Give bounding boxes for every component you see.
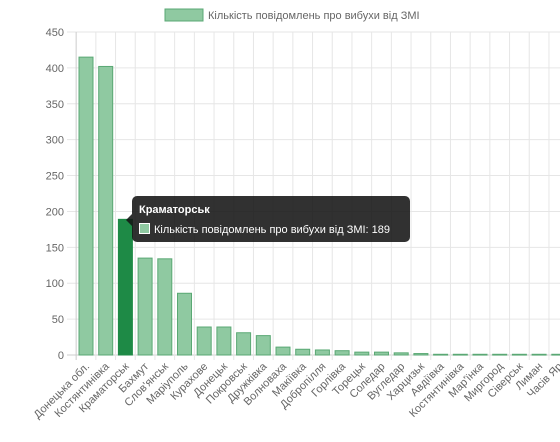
bar[interactable]	[78, 56, 94, 356]
bar[interactable]	[236, 332, 252, 356]
bar[interactable]	[255, 335, 271, 356]
bar[interactable]	[137, 257, 153, 356]
bar[interactable]	[452, 353, 468, 356]
tooltip-box	[132, 196, 410, 242]
bar[interactable]	[98, 65, 114, 356]
bar[interactable]	[157, 258, 173, 356]
y-tick-label: 0	[58, 350, 64, 362]
bar[interactable]	[413, 353, 429, 356]
bar[interactable]	[374, 351, 389, 356]
y-tick-label: 250	[46, 171, 64, 183]
y-tick-label: 50	[52, 314, 64, 326]
bar[interactable]	[295, 348, 311, 356]
y-tick-label: 300	[46, 135, 64, 147]
bar[interactable]	[472, 353, 488, 356]
tooltip: Краматорськ Кількість повідомлень про ви…	[126, 196, 410, 242]
tooltip-body: Кількість повідомлень про вибухи від ЗМІ…	[154, 224, 390, 236]
y-tick-label: 150	[46, 242, 64, 254]
y-tick-label: 400	[46, 63, 64, 75]
legend[interactable]: Кількість повідомлень про вибухи від ЗМІ	[164, 8, 420, 22]
legend-label[interactable]: Кількість повідомлень про вибухи від ЗМІ	[208, 10, 420, 22]
bar[interactable]	[492, 353, 508, 356]
bar[interactable]	[393, 352, 409, 356]
bar[interactable]	[531, 353, 547, 356]
bar[interactable]	[196, 326, 212, 356]
y-tick-label: 450	[46, 27, 64, 39]
bar[interactable]	[275, 346, 291, 356]
tooltip-caret	[126, 214, 132, 226]
bar[interactable]	[433, 353, 449, 356]
y-tick-label: 200	[46, 206, 64, 218]
bar[interactable]	[354, 351, 370, 356]
bar[interactable]	[314, 349, 330, 356]
y-tick-label: 100	[46, 278, 64, 290]
bar[interactable]	[334, 350, 350, 356]
tooltip-swatch-fill	[140, 224, 149, 233]
legend-swatch[interactable]	[164, 8, 204, 22]
bar[interactable]	[551, 353, 560, 356]
bar[interactable]	[117, 218, 133, 356]
bar[interactable]	[511, 353, 527, 356]
bar[interactable]	[177, 292, 192, 356]
bar[interactable]	[216, 326, 232, 356]
tooltip-title: Краматорськ	[139, 204, 210, 216]
bars-layer	[78, 56, 560, 356]
y-tick-label: 350	[46, 99, 64, 111]
